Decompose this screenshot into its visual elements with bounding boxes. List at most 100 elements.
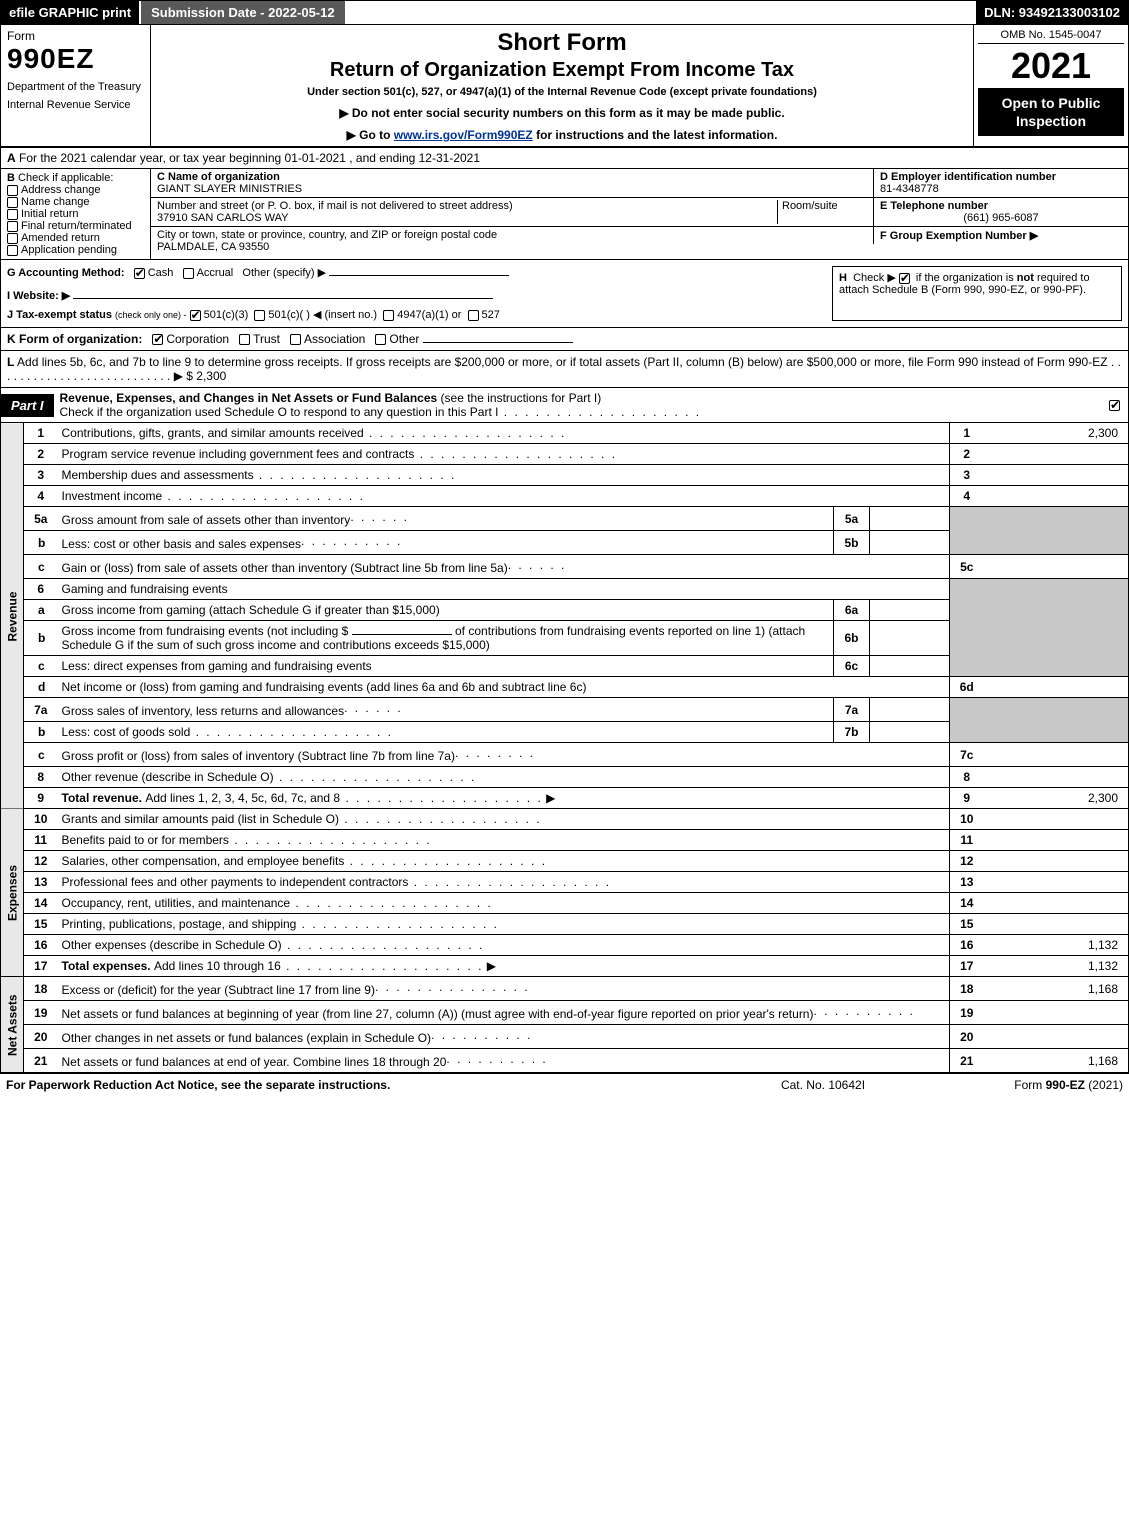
col-c: C Name of organization GIANT SLAYER MINI… bbox=[151, 169, 873, 259]
d11: Benefits paid to or for members bbox=[62, 833, 229, 847]
chk-h[interactable] bbox=[899, 273, 910, 284]
part1-dots bbox=[498, 405, 701, 419]
d17: Add lines 10 through 16 bbox=[154, 959, 281, 973]
part1-title: Revenue, Expenses, and Changes in Net As… bbox=[60, 391, 438, 405]
row-3: 3 Membership dues and assessments 3 bbox=[1, 465, 1129, 486]
i-label: I Website: ▶ bbox=[7, 290, 70, 302]
rv16: 1,132 bbox=[984, 935, 1129, 956]
row-a: A For the 2021 calendar year, or tax yea… bbox=[0, 148, 1129, 169]
d5b: Less: cost or other basis and sales expe… bbox=[62, 537, 301, 551]
lbl-cash: Cash bbox=[148, 267, 174, 279]
chk-amended[interactable] bbox=[7, 233, 18, 244]
rn20: 20 bbox=[950, 1025, 984, 1049]
dots14 bbox=[290, 896, 493, 910]
row-18: Net Assets 18Excess or (deficit) for the… bbox=[1, 977, 1129, 1001]
n14: 14 bbox=[24, 893, 58, 914]
fr-pre: Form bbox=[1014, 1078, 1045, 1092]
chk-501c3[interactable] bbox=[190, 310, 201, 321]
rv20 bbox=[984, 1025, 1129, 1049]
n7b: b bbox=[24, 722, 58, 743]
chk-kother[interactable] bbox=[375, 334, 386, 345]
lbl-amended: Amended return bbox=[21, 232, 100, 244]
n7a: 7a bbox=[24, 698, 58, 722]
rn10: 10 bbox=[950, 809, 984, 830]
open-inspection: Open to Public Inspection bbox=[978, 88, 1124, 136]
dots7c bbox=[455, 746, 535, 760]
fr-post: (2021) bbox=[1085, 1078, 1123, 1092]
rn12: 12 bbox=[950, 851, 984, 872]
other-line[interactable] bbox=[329, 275, 509, 276]
chk-schedo[interactable] bbox=[1109, 400, 1120, 411]
d1t: Contributions, gifts, grants, and simila… bbox=[62, 426, 364, 440]
n20: 20 bbox=[24, 1025, 58, 1049]
dots18 bbox=[375, 980, 535, 994]
n17: 17 bbox=[24, 956, 58, 977]
chk-trust[interactable] bbox=[239, 334, 250, 345]
submission-date: Submission Date - 2022-05-12 bbox=[139, 1, 345, 24]
h-check: if the organization is bbox=[916, 272, 1017, 284]
row-17: 17Total expenses. Add lines 10 through 1… bbox=[1, 956, 1129, 977]
shade6 bbox=[950, 579, 984, 677]
website-line[interactable] bbox=[73, 298, 493, 299]
lbl-name: Name change bbox=[21, 196, 90, 208]
chk-initial[interactable] bbox=[7, 209, 18, 220]
rn6d: 6d bbox=[950, 677, 984, 698]
mb6c: 6c bbox=[834, 656, 870, 677]
h-label: H bbox=[839, 272, 847, 284]
c-city-block: City or town, state or province, country… bbox=[151, 227, 873, 255]
row-8: 8 Other revenue (describe in Schedule O)… bbox=[1, 767, 1129, 788]
n6a: a bbox=[24, 600, 58, 621]
shade5 bbox=[950, 507, 984, 555]
form-word: Form bbox=[7, 29, 144, 43]
row-l: L Add lines 5b, 6c, and 7b to line 9 to … bbox=[0, 351, 1129, 388]
d21: Net assets or fund balances at end of ye… bbox=[62, 1055, 447, 1069]
chk-assoc[interactable] bbox=[290, 334, 301, 345]
chk-4947[interactable] bbox=[383, 310, 394, 321]
blank6b[interactable] bbox=[352, 634, 452, 635]
k-label: K Form of organization: bbox=[7, 332, 142, 346]
dots4 bbox=[162, 489, 365, 503]
chk-final[interactable] bbox=[7, 221, 18, 232]
f-block: F Group Exemption Number ▶ bbox=[873, 227, 1128, 244]
lbl-501c: 501(c)( ) ◀ (insert no.) bbox=[268, 309, 377, 321]
row-7a: 7a Gross sales of inventory, less return… bbox=[1, 698, 1129, 722]
mb6b: 6b bbox=[834, 621, 870, 656]
kother-line[interactable] bbox=[423, 342, 573, 343]
row-6d: d Net income or (loss) from gaming and f… bbox=[1, 677, 1129, 698]
form-number: 990EZ bbox=[7, 43, 144, 75]
chk-527[interactable] bbox=[468, 310, 479, 321]
row-10: Expenses 10 Grants and similar amounts p… bbox=[1, 809, 1129, 830]
mv5b bbox=[870, 531, 950, 555]
chk-501c[interactable] bbox=[254, 310, 265, 321]
irs-link[interactable]: www.irs.gov/Form990EZ bbox=[394, 128, 533, 142]
chk-address[interactable] bbox=[7, 185, 18, 196]
h-not: not bbox=[1017, 272, 1034, 284]
efile-label[interactable]: efile GRAPHIC print bbox=[1, 1, 139, 24]
label-b: B bbox=[7, 172, 15, 184]
chk-cash[interactable] bbox=[134, 268, 145, 279]
mb7b: 7b bbox=[834, 722, 870, 743]
chk-name[interactable] bbox=[7, 197, 18, 208]
col-def: D Employer identification number 81-4348… bbox=[873, 169, 1128, 259]
shade5v bbox=[984, 507, 1129, 555]
d14: Occupancy, rent, utilities, and maintena… bbox=[62, 896, 291, 910]
e-label: E Telephone number bbox=[880, 200, 988, 212]
footer: For Paperwork Reduction Act Notice, see … bbox=[0, 1073, 1129, 1096]
chk-pending[interactable] bbox=[7, 245, 18, 256]
mv5a bbox=[870, 507, 950, 531]
dots5a bbox=[350, 510, 410, 524]
chk-corp[interactable] bbox=[152, 334, 163, 345]
rn16: 16 bbox=[950, 935, 984, 956]
part1-text: Revenue, Expenses, and Changes in Net As… bbox=[54, 388, 1104, 422]
row-gh: G Accounting Method: Cash Accrual Other … bbox=[0, 260, 1129, 328]
lbl-4947: 4947(a)(1) or bbox=[397, 309, 461, 321]
chk-accrual[interactable] bbox=[183, 268, 194, 279]
dots10 bbox=[339, 812, 542, 826]
side-netassets: Net Assets bbox=[1, 977, 24, 1073]
c-addr-block: Number and street (or P. O. box, if mail… bbox=[151, 198, 873, 227]
mb7a: 7a bbox=[834, 698, 870, 722]
rn2: 2 bbox=[950, 444, 984, 465]
dln-label: DLN: 93492133003102 bbox=[976, 1, 1128, 24]
instruction-1: ▶ Do not enter social security numbers o… bbox=[157, 106, 967, 120]
n7c: c bbox=[24, 743, 58, 767]
